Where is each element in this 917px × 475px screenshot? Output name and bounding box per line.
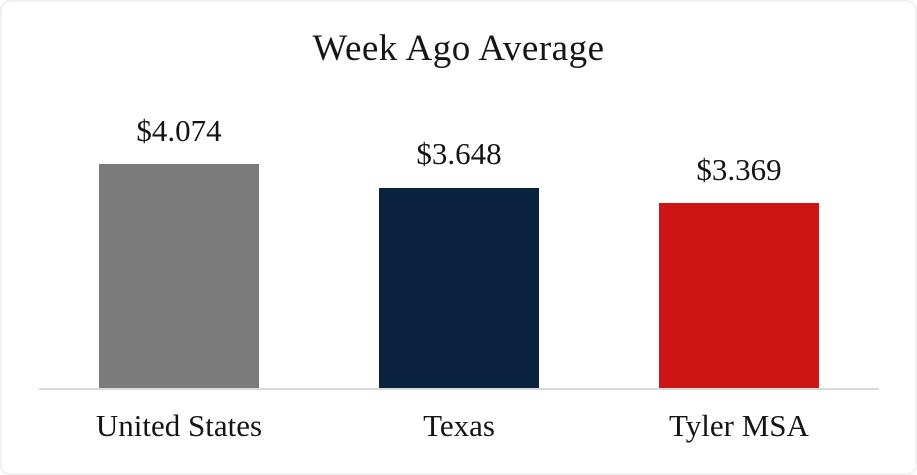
bar-group-united-states: $4.074 [39,112,319,389]
x-tick-label-united-states: United States [95,408,263,443]
bar-group-tyler-msa: $3.369 [599,151,879,389]
chart-title: Week Ago Average [312,28,605,69]
x-axis-line [39,388,879,390]
x-tick-label-tyler-msa: Tyler MSA [669,408,809,443]
x-tick-label-texas: Texas [423,408,495,443]
bar-value-label-texas: $3.648 [416,136,502,172]
bar-texas [379,187,539,389]
bar-value-label-tyler-msa: $3.369 [696,151,782,187]
bar-value-label-united-states: $4.074 [136,112,222,148]
x-axis-tick-labels: United States Texas Tyler MSA [39,408,879,443]
bar-group-texas: $3.648 [319,137,599,389]
bar-united-states [99,164,259,389]
plot-area: $4.074 $3.648 $3.369 [39,90,879,389]
bar-tyler-msa [659,202,819,389]
